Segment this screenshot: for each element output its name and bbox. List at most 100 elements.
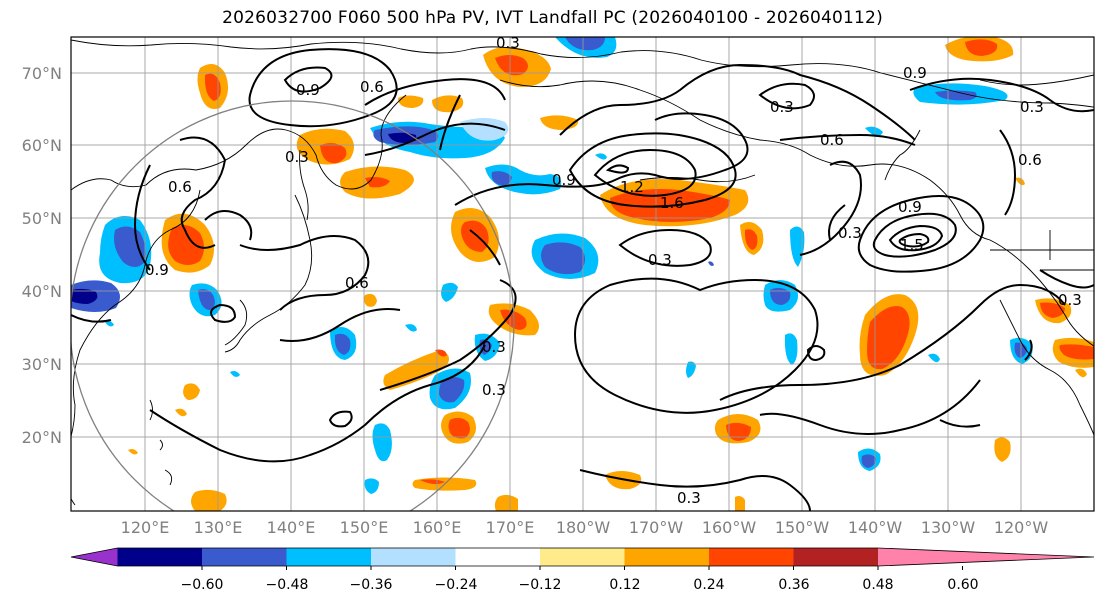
anomaly-fill	[867, 306, 910, 370]
anomaly-fill	[448, 417, 470, 439]
contour-label: 0.9	[145, 261, 169, 279]
colorbar-tick-label: 0.24	[693, 577, 724, 593]
anomaly-fill	[935, 90, 977, 101]
anomaly-fill	[784, 333, 798, 365]
anomaly-fill	[865, 126, 883, 137]
lon-label: 160°E	[413, 518, 462, 537]
anomaly-fill	[461, 220, 489, 252]
contour-label: 0.6	[360, 78, 384, 96]
anomaly-fill	[183, 383, 200, 400]
anomaly-fill	[965, 39, 998, 56]
contour-label: 0.3	[482, 381, 506, 399]
anomaly-fill	[334, 333, 351, 355]
anomaly-fill	[708, 261, 714, 266]
lat-label: 20°N	[22, 428, 62, 447]
contour-label: 0.6	[820, 131, 844, 149]
anomaly-fill	[735, 496, 745, 511]
anomaly-fill	[439, 377, 465, 403]
anomaly-fill	[494, 494, 518, 511]
anomaly-fill	[744, 229, 758, 250]
anomaly-fill	[861, 454, 876, 468]
contour-label: 1.5	[900, 236, 924, 254]
colorbar-segment	[624, 548, 710, 566]
anomaly-fill	[398, 95, 424, 108]
anomaly-fill	[770, 287, 791, 305]
colorbar-segment	[793, 548, 879, 566]
colorbar-tick-label: −0.24	[435, 577, 478, 593]
lat-label: 70°N	[22, 64, 62, 83]
colorbar-extend-max	[878, 548, 1094, 566]
contour-label: 0.6	[1018, 151, 1042, 169]
contour-label: 1.6	[660, 194, 684, 212]
colorbar-extend-min	[71, 548, 118, 566]
plot-frame	[70, 36, 1095, 512]
anomaly-fill	[686, 361, 696, 378]
contour-label: 0.3	[285, 148, 309, 166]
lon-label: 150°E	[340, 518, 389, 537]
colorbar-segment	[371, 548, 456, 566]
contour-label: 0.9	[903, 64, 927, 82]
colorbar-tick-label: 0.12	[609, 577, 640, 593]
colorbar-segment	[286, 548, 372, 566]
lat-label: 50°N	[22, 209, 62, 228]
contour-label: 1.2	[620, 178, 644, 196]
colorbar-segment	[455, 548, 541, 566]
anomaly-fill	[726, 422, 751, 441]
lon-label: 160°W	[702, 518, 757, 537]
colorbar	[70, 547, 1095, 570]
map-title: 2026032700 F060 500 hPa PV, IVT Landfall…	[222, 8, 883, 28]
lon-label: 150°W	[775, 518, 830, 537]
contour-label: 0.9	[296, 81, 320, 99]
lon-label: 180°W	[556, 518, 611, 537]
anomaly-fill	[114, 226, 146, 267]
lon-label: 130°E	[194, 518, 243, 537]
contour-label: 0.9	[898, 198, 922, 216]
contour-label: 0.3	[1058, 291, 1082, 309]
map-plot-area: 0.3 0.9 0.6 0.3 0.6 0.9 0.6 0.3 0.3 0.9 …	[71, 34, 1094, 511]
colorbar-tick-label: −0.60	[181, 577, 224, 593]
lat-label: 40°N	[22, 282, 62, 301]
colorbar-tick-label: 0.48	[862, 577, 893, 593]
anomaly-fill	[1075, 368, 1087, 378]
anomaly-fill	[432, 95, 464, 113]
anomaly-fill	[320, 143, 347, 164]
anomaly-fill	[191, 489, 227, 511]
lon-label: 170°E	[486, 518, 535, 537]
colorbar-ticks: −0.60 −0.48 −0.36 −0.24 −0.12 0.12 0.24 …	[181, 577, 979, 593]
anomaly-fill	[105, 321, 114, 327]
lon-label: 120°E	[121, 518, 170, 537]
anomaly-fill	[595, 153, 607, 160]
anomaly-fill	[495, 55, 528, 76]
colorbar-segment	[709, 548, 794, 566]
colorbar-tick-label: −0.48	[266, 577, 309, 593]
anomaly-fill	[405, 324, 417, 332]
lon-label: 120°W	[994, 518, 1049, 537]
colorbar-tick-label: −0.12	[519, 577, 562, 593]
contour-labels: 0.3 0.9 0.6 0.3 0.6 0.9 0.6 0.3 0.3 0.9 …	[145, 34, 1082, 507]
anomaly-fill	[198, 289, 215, 310]
anomaly-fill	[928, 353, 940, 363]
anomaly-fill	[1059, 344, 1094, 360]
contour-label: 0.3	[496, 34, 520, 52]
anomaly-fill	[168, 224, 204, 265]
colorbar-tick-label: 0.36	[778, 577, 809, 593]
anomaly-fill	[175, 408, 187, 417]
colorbar-segment	[202, 548, 287, 566]
anomaly-fill	[441, 282, 458, 302]
contour-label: 0.3	[770, 98, 794, 116]
longitude-labels: 120°E 130°E 140°E 150°E 160°E 170°E 180°…	[121, 518, 1049, 537]
anomaly-fill	[994, 437, 1011, 462]
anomaly-fill	[372, 423, 392, 462]
contour-label: 0.3	[838, 224, 862, 242]
highlight-circle	[71, 100, 515, 511]
latitude-labels: 70°N 60°N 50°N 40°N 30°N 20°N	[22, 64, 62, 447]
contour-label: 0.6	[345, 274, 369, 292]
colorbar-outline	[70, 547, 1095, 567]
coastlines	[71, 39, 1094, 506]
pv-contours	[71, 48, 1094, 511]
anomaly-fill	[383, 350, 449, 390]
colorbar-segment	[540, 548, 625, 566]
anomaly-fill	[388, 132, 417, 143]
anomaly-fill	[364, 478, 379, 494]
